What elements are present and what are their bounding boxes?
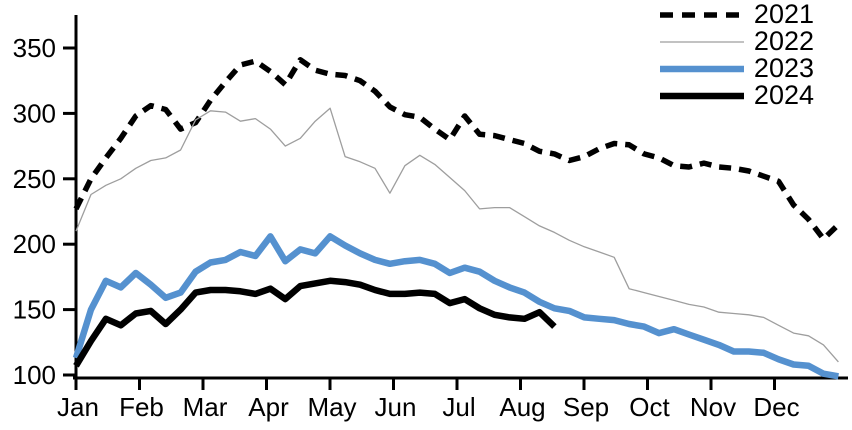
thick-black-line-icon (659, 92, 744, 99)
x-tick-label: Apr (248, 392, 289, 422)
series-line-2023 (72, 233, 839, 380)
y-tick-label: 200 (13, 229, 56, 259)
x-axis: Jan Feb Mar Apr May Jun Jul Aug Sep Oct Nov Dec (57, 378, 800, 422)
x-tick-label: Mar (183, 392, 228, 422)
thin-line-icon (659, 40, 744, 43)
y-tick-label: 350 (13, 33, 56, 63)
x-tick-label: Sep (563, 392, 609, 422)
y-tick-label: 300 (13, 98, 56, 128)
legend-label-2024: 2024 (753, 80, 814, 110)
legend: 2021 2022 2023 2024 (659, 1, 814, 109)
x-tick-label: Jul (442, 392, 475, 422)
x-tick-label: Jan (57, 392, 99, 422)
legend-label-2022: 2022 (753, 26, 814, 56)
x-tick-label: Oct (629, 392, 670, 422)
legend-label-2023: 2023 (753, 53, 814, 83)
x-tick-label: Aug (499, 392, 545, 422)
x-tick-label: Jun (375, 392, 417, 422)
x-tick-label: Nov (690, 392, 736, 422)
dashed-line-icon (659, 11, 744, 18)
legend-label-2021: 2021 (753, 0, 814, 29)
series-line-2022 (75, 107, 839, 363)
x-tick-label: Dec (753, 392, 799, 422)
series-line-2024 (73, 277, 557, 368)
y-tick-label: 100 (13, 360, 56, 390)
y-tick-label: 250 (13, 164, 56, 194)
legend-item-2022: 2022 (659, 28, 814, 55)
x-tick-label: Feb (119, 392, 164, 422)
x-tick-label: May (307, 392, 356, 422)
legend-item-2021: 2021 (659, 1, 814, 28)
legend-item-2023: 2023 (659, 55, 814, 82)
y-axis: 100 150 200 250 300 350 (13, 33, 76, 390)
thick-blue-line-icon (659, 65, 744, 72)
legend-item-2024: 2024 (659, 82, 814, 109)
series-line-2021 (73, 57, 841, 242)
y-tick-label: 150 (13, 295, 56, 325)
